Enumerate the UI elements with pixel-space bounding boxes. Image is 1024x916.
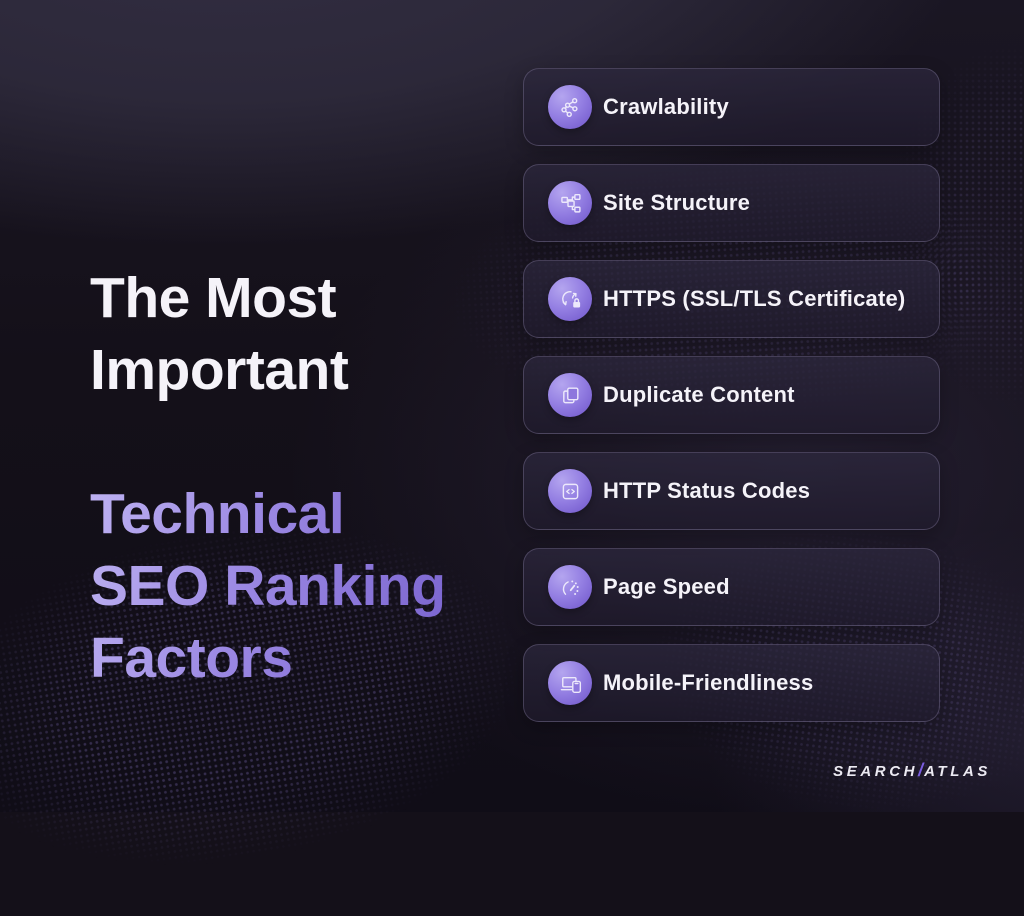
page-title-purple-part: Technical SEO Ranking Factors	[90, 478, 446, 694]
list-item-page-speed: Page Speed	[523, 548, 940, 626]
list-item-mobile-friendliness: Mobile-Friendliness	[523, 644, 940, 722]
factor-label: Crawlability	[603, 94, 729, 119]
logo-slash-icon: /	[918, 760, 925, 780]
list-item-crawlability: Crawlability	[523, 68, 940, 146]
factor-label: Page Speed	[603, 574, 730, 599]
page-speed-icon	[548, 565, 592, 609]
factor-list: Crawlability Site Structure HTT	[523, 68, 940, 722]
crawlability-icon	[548, 85, 592, 129]
factor-label: Mobile-Friendliness	[603, 670, 814, 695]
factor-label: Site Structure	[603, 190, 751, 215]
mobile-friendliness-icon	[548, 661, 592, 705]
list-item-site-structure: Site Structure	[523, 164, 940, 242]
logo-text-atlas: ATLAS	[924, 763, 991, 780]
list-item-https: HTTPS (SSL/TLS Certificate)	[523, 260, 940, 338]
site-structure-icon	[548, 181, 592, 225]
factor-label: Duplicate Content	[603, 382, 795, 407]
list-item-http-status-codes: HTTP Status Codes	[523, 452, 940, 530]
duplicate-content-icon	[548, 373, 592, 417]
page-title-white-part: The Most Important	[90, 266, 349, 402]
search-atlas-logo: SEARCH/ATLAS	[833, 760, 991, 781]
http-status-codes-icon	[548, 469, 592, 513]
page-title: The Most Important Technical SEO Ranking…	[90, 190, 446, 766]
list-item-duplicate-content: Duplicate Content	[523, 356, 940, 434]
logo-text-search: SEARCH	[833, 763, 919, 780]
https-ssl-icon	[548, 277, 592, 321]
factor-label: HTTPS (SSL/TLS Certificate)	[603, 286, 906, 311]
factor-label: HTTP Status Codes	[603, 478, 811, 503]
